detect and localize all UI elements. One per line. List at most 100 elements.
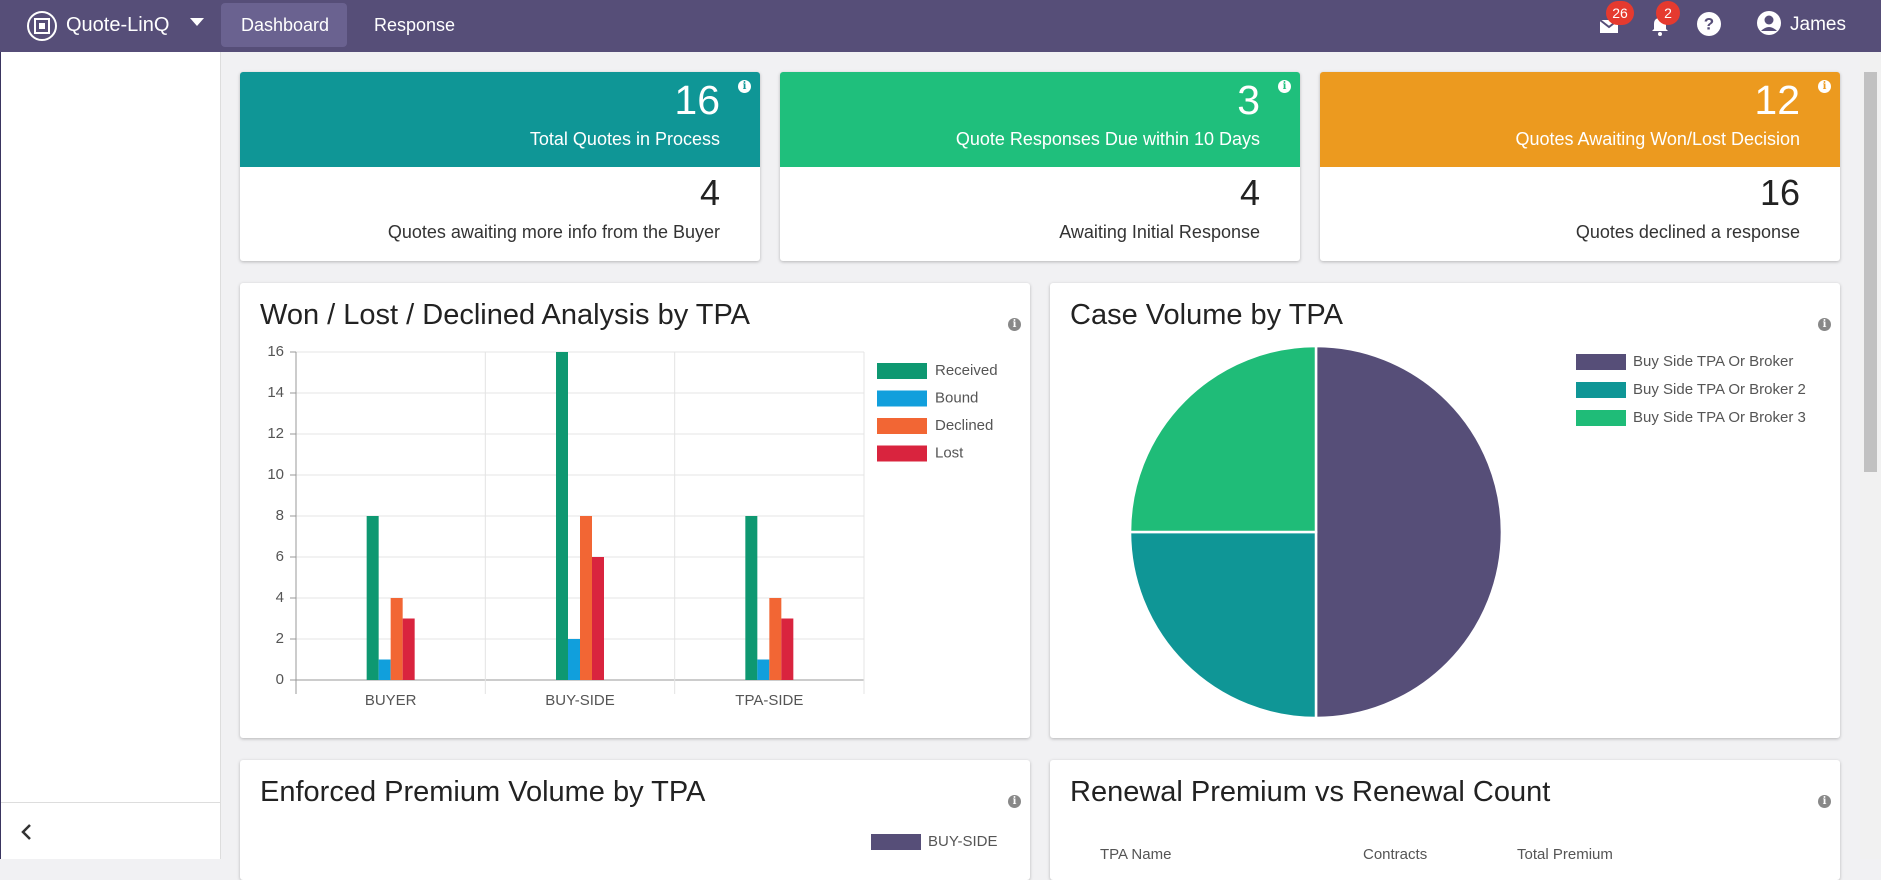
stat-card: 12 Quotes Awaiting Won/Lost Decision i 16 Qu… (1320, 72, 1840, 261)
panel-title: Renewal Premium vs Renewal Count (1070, 776, 1551, 808)
chart: Buy Side TPA Or Broker Buy Side TPA Or Br… (1128, 344, 1806, 720)
y-tick-label: 14 (267, 384, 284, 401)
card-sub-label: Quotes declined a response (1575, 222, 1800, 242)
panel: Enforced Premium Volume by TPA i BUY-SID… (240, 760, 1030, 880)
top-bar: Quote-LinQ Dashboard Response 26 2 ? Jam… (0, 0, 1881, 52)
y-tick-label: 10 (267, 466, 284, 483)
card-header: 12 Quotes Awaiting Won/Lost Decision i (1320, 72, 1840, 167)
bar (757, 659, 770, 680)
bar (745, 516, 758, 680)
sidebar-divider (1, 802, 220, 803)
y-tick-label: 16 (267, 343, 284, 360)
bar (592, 557, 604, 680)
pie-slice (1314, 344, 1504, 720)
card-sub-value: 4 (1239, 172, 1260, 213)
panel-title: Enforced Premium Volume by TPA (260, 776, 706, 808)
bar (366, 516, 379, 680)
user-icon[interactable] (1755, 9, 1783, 37)
logo-icon (27, 11, 57, 41)
x-tick-label: TPA-SIDE (735, 692, 803, 709)
pie-slice (1128, 530, 1318, 720)
svg-text:?: ? (1704, 14, 1714, 33)
y-tick-label: 2 (276, 630, 284, 647)
stat-card: 3 Quote Responses Due within 10 Days i 4 Awa… (780, 72, 1300, 261)
info-icon[interactable]: i (1008, 795, 1021, 808)
card-value: 16 (674, 77, 720, 123)
chart: 0 2 4 6 8 10 12 14 16 BUYER BUY-SIDE TPA-SIDE Receiv… (267, 343, 998, 709)
legend-swatch (877, 418, 927, 434)
legend-label: BUY-SIDE (928, 833, 998, 850)
y-tick-label: 8 (276, 507, 284, 524)
bar (378, 659, 391, 680)
panel-title: Case Volume by TPA (1070, 299, 1343, 331)
legend-swatch (877, 390, 927, 407)
legend-swatch (1576, 354, 1626, 370)
bar (769, 598, 782, 680)
column-header: Total Premium (1517, 846, 1613, 863)
info-icon[interactable]: i (1818, 318, 1831, 331)
card-sub-label: Quotes awaiting more info from the Buyer (387, 222, 720, 242)
legend-swatch (1576, 410, 1626, 426)
card-label: Quote Responses Due within 10 Days (955, 129, 1260, 149)
y-tick-label: 0 (276, 671, 284, 688)
card-label: Quotes Awaiting Won/Lost Decision (1515, 129, 1801, 149)
x-tick-label: BUY-SIDE (545, 692, 614, 709)
info-icon[interactable]: i (1818, 795, 1831, 808)
card-sub-value: 16 (1759, 172, 1800, 213)
tab[interactable]: Response (374, 15, 456, 35)
bell-badge: 2 (1656, 1, 1680, 25)
tab[interactable]: Dashboard (241, 15, 330, 35)
panel: Case Volume by TPA i Buy Side TPA Or Bro… (1050, 283, 1840, 738)
card-value: 12 (1754, 77, 1800, 123)
y-tick-label: 6 (276, 548, 284, 565)
legend-label: Lost (935, 444, 964, 461)
card-sub-label: Awaiting Initial Response (1059, 222, 1260, 242)
scrollbar-thumb[interactable] (1864, 72, 1877, 472)
card-header: 3 Quote Responses Due within 10 Days i (780, 72, 1300, 167)
legend-swatch (877, 363, 927, 379)
info-icon[interactable]: i (1818, 80, 1831, 93)
card-header: 16 Total Quotes in Process i (240, 72, 760, 167)
bar (580, 516, 592, 680)
y-tick-label: 12 (267, 425, 284, 442)
mail-badge: 26 (1606, 1, 1634, 25)
stat-card: 16 Total Quotes in Process i 4 Quotes awaiti… (240, 72, 760, 261)
brand-caret[interactable] (190, 18, 204, 28)
bar (556, 352, 568, 680)
sidebar (0, 52, 221, 859)
bar (390, 598, 403, 680)
info-icon[interactable]: i (738, 80, 751, 93)
info-icon[interactable]: i (1278, 80, 1291, 93)
column-header: TPA Name (1100, 846, 1172, 863)
y-tick-label: 4 (276, 589, 284, 606)
info-icon[interactable]: i (1008, 318, 1021, 331)
bar (568, 639, 580, 680)
scrollbar (1860, 52, 1881, 859)
legend-label: Declined (935, 417, 993, 434)
collapse-button[interactable] (19, 822, 35, 842)
brand[interactable]: Quote-LinQ (66, 14, 170, 36)
legend-label: Buy Side TPA Or Broker (1633, 353, 1793, 370)
card-value: 3 (1237, 77, 1260, 123)
card-sub-value: 4 (699, 172, 720, 213)
panel: Renewal Premium vs Renewal Count i TPA N… (1050, 760, 1840, 880)
legend-label: Buy Side TPA Or Broker 3 (1633, 409, 1806, 426)
panel-title: Won / Lost / Declined Analysis by TPA (260, 299, 751, 331)
bar (781, 618, 794, 680)
legend-label: Buy Side TPA Or Broker 2 (1633, 381, 1806, 398)
help-icon[interactable]: ? (1695, 10, 1723, 38)
user-name[interactable]: James (1790, 14, 1846, 35)
tab-active-bg (221, 3, 347, 47)
legend-swatch (1576, 382, 1626, 398)
legend-swatch (877, 445, 927, 462)
legend-label: Bound (935, 389, 978, 406)
legend-label: Received (935, 362, 998, 379)
bar (402, 618, 415, 680)
legend-swatch (871, 834, 921, 850)
card-label: Total Quotes in Process (529, 129, 720, 149)
pie-slice (1128, 344, 1318, 534)
x-tick-label: BUYER (365, 692, 417, 709)
panel: Won / Lost / Declined Analysis by TPA i … (240, 283, 1030, 738)
column-header: Contracts (1363, 846, 1428, 863)
